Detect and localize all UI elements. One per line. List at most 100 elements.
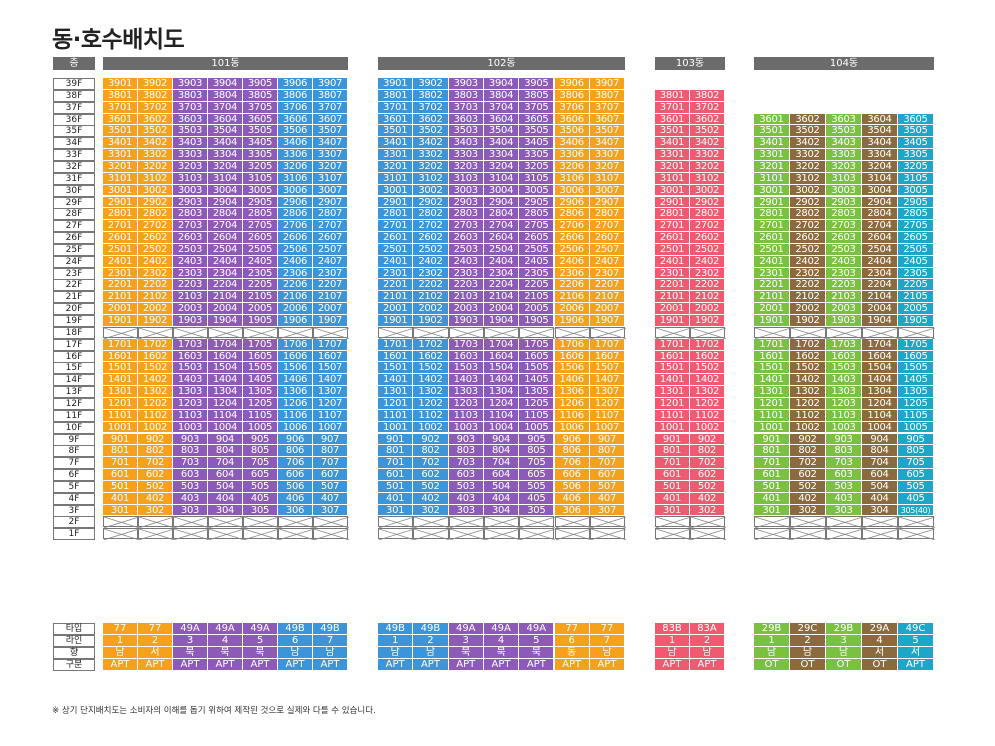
footer-cell: APT — [483, 659, 520, 671]
unit-cell: 1105 — [519, 409, 555, 422]
floor-label: 19F — [53, 315, 95, 327]
unit-cell: 1202 — [690, 397, 725, 410]
empty-floor-cell — [448, 528, 485, 541]
unit-cell: 3304 — [208, 149, 243, 161]
footer-cell: 남 — [378, 647, 414, 659]
unit-cell: 3202 — [690, 160, 725, 173]
footer-row-label: 타입 — [53, 623, 95, 635]
empty-floor-cell — [103, 516, 139, 529]
unit-cell: 3306 — [278, 149, 313, 161]
unit-cell: 2605 — [519, 232, 555, 244]
footer-cell: 49A — [243, 623, 278, 635]
unit-cell: 3204 — [483, 160, 520, 173]
footer-cell: 2 — [790, 635, 826, 647]
unit-cell: 3004 — [862, 184, 898, 197]
unit-cell: 3103 — [826, 172, 862, 185]
unit-cell: 3907 — [313, 78, 348, 90]
unit-cell: 1504 — [862, 362, 898, 375]
unit-cell: 2401 — [103, 255, 138, 268]
unit-cell: 2907 — [589, 196, 626, 209]
floor-label: 4F — [53, 492, 95, 505]
empty-floor-cell — [378, 516, 415, 529]
unit-cell: 3602 — [790, 113, 826, 126]
unit-cell: 2806 — [554, 208, 590, 221]
page-title: 동·호수배치도 — [52, 27, 185, 53]
footer-cell: APT — [138, 659, 173, 671]
unit-cell: 2002 — [413, 303, 449, 315]
unit-cell: 1603 — [826, 350, 862, 363]
unit-cell: 504 — [483, 480, 520, 493]
unit-cell: 1903 — [826, 315, 862, 327]
unit-cell: 2407 — [313, 255, 348, 268]
unit-cell: 505 — [519, 480, 555, 493]
unit-cell: 2204 — [483, 279, 520, 292]
footer-cell: 남 — [655, 647, 690, 659]
unit-cell: 2604 — [483, 232, 520, 244]
unit-cell: 2101 — [103, 291, 138, 304]
unit-cell: 3001 — [378, 184, 414, 197]
unit-cell: 3102 — [413, 172, 449, 185]
unit-cell: 1301 — [655, 386, 690, 398]
unit-cell: 2603 — [826, 232, 862, 244]
unit-cell: 603 — [448, 469, 484, 481]
unit-cell: 506 — [554, 480, 590, 493]
unit-cell: 306 — [278, 504, 313, 517]
unit-cell: 1604 — [208, 350, 243, 363]
unit-cell: 3601 — [103, 113, 138, 126]
unit-cell: 507 — [589, 480, 626, 493]
floor-label: 15F — [53, 362, 95, 375]
unit-cell: 2006 — [554, 303, 590, 315]
unit-cell: 3406 — [554, 137, 590, 150]
unit-cell: 1106 — [554, 409, 590, 422]
unit-cell: 1307 — [313, 386, 348, 398]
unit-cell: 2504 — [208, 243, 243, 256]
unit-cell: 1402 — [138, 374, 173, 387]
unit-cell: 3904 — [483, 78, 520, 90]
unit-cell: 3201 — [103, 160, 138, 173]
unit-cell: 3701 — [655, 101, 690, 114]
unit-cell: 2402 — [413, 255, 449, 268]
unit-cell: 1104 — [862, 409, 898, 422]
unit-cell: 1705 — [243, 338, 278, 351]
footer-cell: 남 — [754, 647, 790, 659]
empty-floor-cell — [754, 516, 791, 529]
unit-cell: 303 — [826, 504, 862, 517]
unit-cell: 3206 — [278, 160, 313, 173]
unit-cell: 702 — [413, 457, 449, 470]
unit-cell: 3503 — [826, 125, 862, 138]
unit-cell: 1201 — [103, 397, 138, 410]
unit-cell: 1605 — [898, 350, 934, 363]
empty-floor-cell — [862, 326, 899, 339]
unit-cell: 1005 — [898, 421, 934, 434]
footer-cell: 북 — [483, 647, 520, 659]
unit-cell: 1201 — [378, 397, 414, 410]
empty-floor-cell — [208, 528, 244, 541]
unit-cell: 2806 — [278, 208, 313, 221]
floor-label: 10F — [53, 421, 95, 434]
empty-floor-cell — [378, 528, 415, 541]
unit-cell: 1505 — [243, 362, 278, 375]
unit-cell: 1201 — [754, 397, 790, 410]
unit-cell: 1305 — [898, 386, 934, 398]
unit-cell: 2906 — [278, 196, 313, 209]
empty-floor-cell — [589, 326, 627, 339]
unit-cell: 2601 — [378, 232, 414, 244]
unit-cell: 2503 — [448, 243, 484, 256]
unit-cell: 2206 — [554, 279, 590, 292]
unit-cell: 702 — [690, 457, 725, 470]
footer-cell: 49B — [378, 623, 414, 635]
footer-cell: 북 — [243, 647, 278, 659]
unit-cell: 1601 — [103, 350, 138, 363]
floor-label: 21F — [53, 291, 95, 304]
unit-cell: 303 — [173, 504, 208, 517]
unit-cell: 2905 — [243, 196, 278, 209]
unit-cell: 3207 — [589, 160, 626, 173]
unit-cell: 1005 — [519, 421, 555, 434]
unit-cell: 3005 — [519, 184, 555, 197]
unit-cell: 1504 — [483, 362, 520, 375]
unit-cell: 3805 — [519, 89, 555, 102]
unit-cell: 1505 — [898, 362, 934, 375]
unit-cell: 407 — [313, 492, 348, 505]
unit-cell: 1103 — [826, 409, 862, 422]
unit-cell: 506 — [278, 480, 313, 493]
